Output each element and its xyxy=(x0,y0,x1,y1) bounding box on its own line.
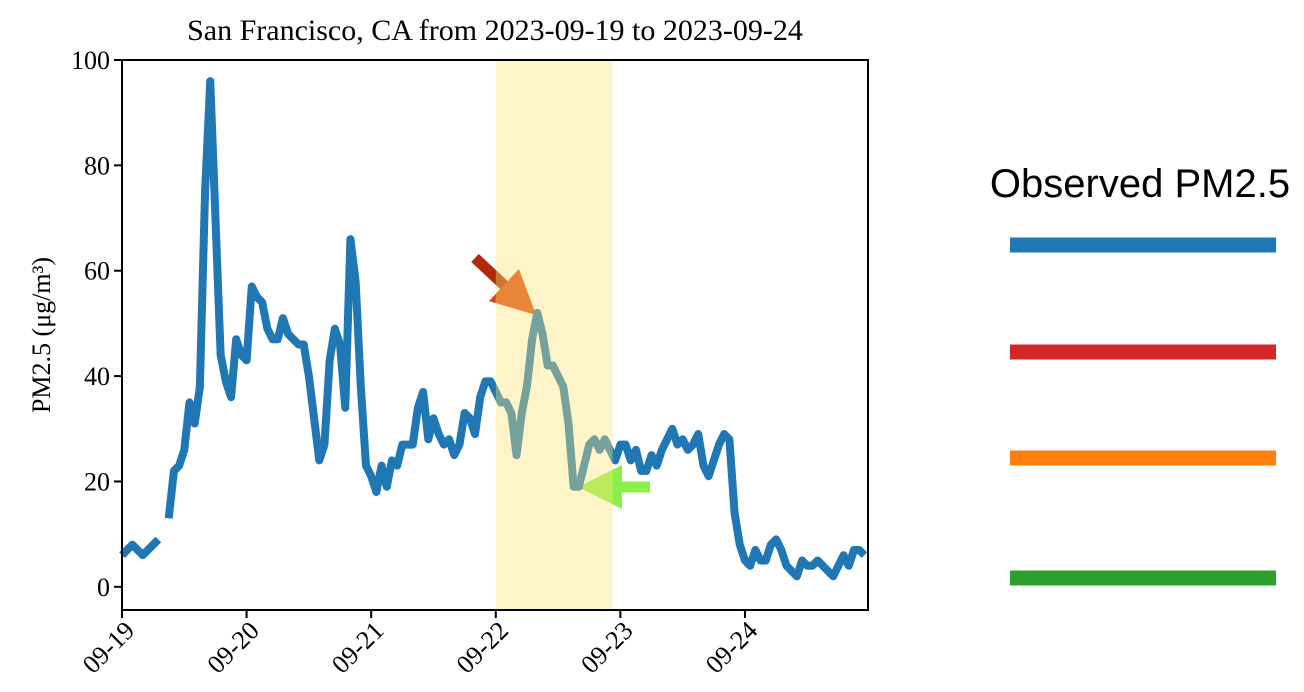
data-line xyxy=(119,77,868,581)
highlight-band xyxy=(495,60,613,610)
x-tick-label: 09-20 xyxy=(201,616,264,679)
y-tick-label: 100 xyxy=(71,46,110,75)
plot-frame xyxy=(121,59,869,611)
chart-title: San Francisco, CA from 2023-09-19 to 202… xyxy=(187,14,803,47)
y-axis-label: PM2.5 (μg/m³) xyxy=(27,257,56,413)
y-tick-label: 60 xyxy=(84,257,110,286)
x-tick-label: 09-22 xyxy=(451,616,514,679)
x-tick-label: 09-21 xyxy=(326,616,389,679)
y-tick-label: 40 xyxy=(84,362,110,391)
x-tick-label: 09-19 xyxy=(77,616,140,679)
y-tick-label: 80 xyxy=(84,151,110,180)
legend-title: Observed PM2.5 xyxy=(990,162,1290,206)
y-tick-label: 0 xyxy=(97,573,110,602)
y-tick-label: 20 xyxy=(84,467,110,496)
x-tick-label: 09-23 xyxy=(575,616,638,679)
x-tick-label: 09-24 xyxy=(700,616,763,679)
annotation-arrow xyxy=(471,253,537,316)
